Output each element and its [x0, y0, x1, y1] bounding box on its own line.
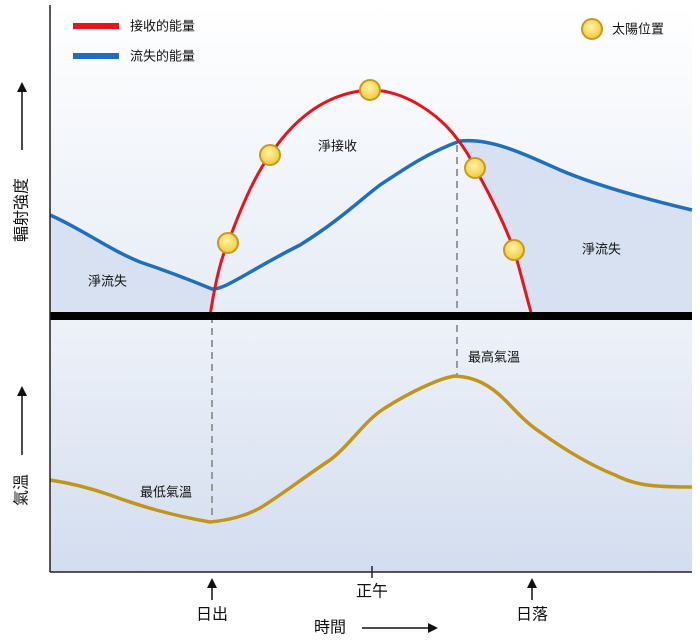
- sun: [503, 239, 525, 261]
- x-axis-label: 時間: [314, 618, 346, 637]
- area-label: 淨流失: [582, 243, 621, 258]
- y-axis-label: 氣溫: [12, 474, 31, 506]
- legend-red: [73, 23, 119, 29]
- suns: [217, 18, 603, 261]
- arrow-head: [207, 578, 217, 588]
- legend-label: 流失的能量: [130, 49, 195, 65]
- area-label: 淨接收: [318, 139, 357, 155]
- sun: [259, 144, 281, 166]
- x-label: 日落: [516, 605, 548, 624]
- arrow-head: [527, 578, 537, 588]
- x-label: 正午: [356, 582, 388, 601]
- legend-blue: [73, 53, 119, 59]
- received-energy-curve: [208, 88, 534, 317]
- arrow-head: [17, 82, 27, 92]
- sun: [464, 157, 486, 179]
- lost-energy-curve: [49, 138, 693, 291]
- sun: [359, 79, 381, 101]
- temperature-curve: [49, 374, 693, 524]
- sun: [217, 232, 239, 254]
- annotation: 最高氣溫: [468, 350, 520, 366]
- legend-label: 接收的能量: [130, 19, 195, 35]
- annotation: 最低氣溫: [140, 486, 192, 501]
- area-label: 淨流失: [88, 275, 127, 290]
- arrow-head: [428, 623, 438, 633]
- legend-label: 太陽位置: [612, 23, 664, 38]
- y-axis-label: 輻射強度: [12, 178, 31, 242]
- lower-panel: [50, 316, 692, 572]
- legend-sun: [581, 18, 603, 40]
- arrow-head: [17, 386, 27, 396]
- x-label: 日出: [196, 605, 228, 624]
- horizon-bar: [50, 312, 692, 320]
